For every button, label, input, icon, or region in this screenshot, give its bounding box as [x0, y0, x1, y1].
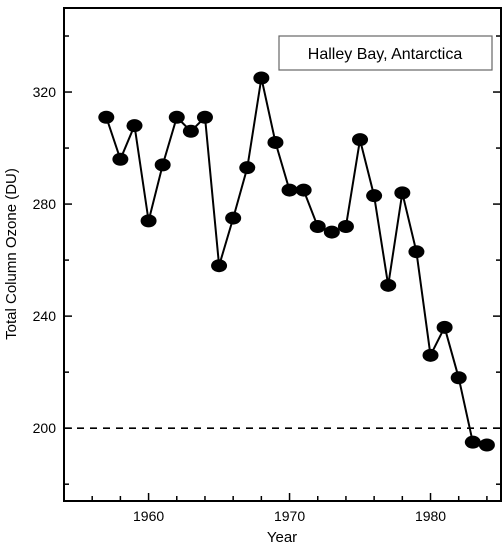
data-point — [309, 219, 326, 233]
data-point — [352, 133, 369, 147]
data-point — [295, 183, 312, 197]
data-point — [253, 71, 270, 85]
data-point — [267, 135, 284, 149]
data-point — [408, 245, 425, 259]
plot-frame — [63, 7, 502, 502]
data-point — [380, 278, 397, 292]
legend-box: Halley Bay, Antarctica — [278, 35, 493, 71]
y-tick-label: 240 — [33, 308, 57, 324]
data-point — [196, 110, 213, 124]
x-tick-label: 1980 — [415, 508, 446, 524]
data-point — [126, 119, 143, 133]
data-point — [211, 259, 228, 273]
data-point — [281, 183, 298, 197]
y-tick-label: 280 — [33, 196, 57, 212]
x-tick-label: 1960 — [133, 508, 164, 524]
data-point — [154, 158, 171, 172]
series-line — [105, 77, 488, 446]
y-tick-label: 320 — [33, 84, 57, 100]
data-points — [98, 71, 495, 452]
data-point — [478, 438, 495, 452]
legend-frame — [278, 35, 493, 71]
legend-annotation: Halley Bay, Antarctica — [308, 46, 463, 63]
data-point — [450, 371, 467, 385]
data-point — [98, 110, 115, 124]
data-point — [394, 186, 411, 200]
data-point — [239, 161, 256, 175]
data-point — [366, 189, 383, 203]
data-point — [182, 124, 199, 138]
data-point — [436, 320, 453, 334]
axis-ticks: 1960 1970 1980 200 240 280 320 — [33, 35, 501, 524]
data-point — [464, 435, 481, 449]
data-point — [168, 110, 185, 124]
y-tick-label: 200 — [33, 420, 57, 436]
x-axis-title: Year — [267, 529, 297, 545]
y-axis-title: Total Column Ozone (DU) — [3, 168, 20, 340]
data-point — [323, 225, 340, 239]
data-point — [225, 211, 242, 225]
data-point — [422, 348, 439, 362]
data-point — [112, 152, 129, 166]
data-point — [140, 214, 157, 228]
x-tick-label: 1970 — [274, 508, 305, 524]
data-point — [337, 219, 354, 233]
